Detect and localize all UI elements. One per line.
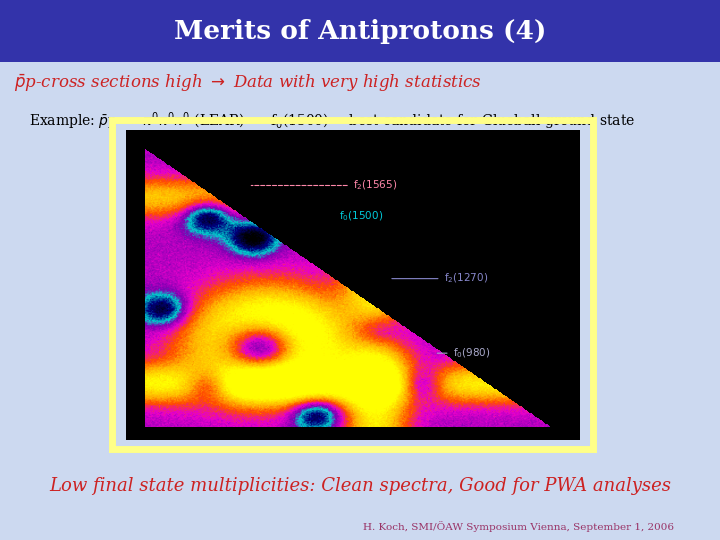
Text: H. Koch, SMI/ÖAW Symposium Vienna, September 1, 2006: H. Koch, SMI/ÖAW Symposium Vienna, Septe…	[363, 521, 674, 532]
Text: f$_2$(1270): f$_2$(1270)	[392, 272, 487, 286]
FancyBboxPatch shape	[0, 0, 720, 62]
Text: f$_2$(1565): f$_2$(1565)	[251, 179, 397, 192]
Text: f$_0$(1500): f$_0$(1500)	[339, 210, 384, 224]
Text: f$_0$(980): f$_0$(980)	[437, 346, 490, 360]
Text: Merits of Antiprotons (4): Merits of Antiprotons (4)	[174, 18, 546, 44]
Text: $\bar{p}$p-cross sections high $\rightarrow$ Data with very high statistics: $\bar{p}$p-cross sections high $\rightar…	[14, 73, 482, 94]
Text: Example: $\bar{p}$p $\rightarrow$ $\pi^{0}\pi^{0}\pi^{0}$ (LEAR) $\rightarrow$ f: Example: $\bar{p}$p $\rightarrow$ $\pi^{…	[29, 111, 635, 132]
Text: Low final state multiplicities: Clean spectra, Good for PWA analyses: Low final state multiplicities: Clean sp…	[49, 477, 671, 495]
